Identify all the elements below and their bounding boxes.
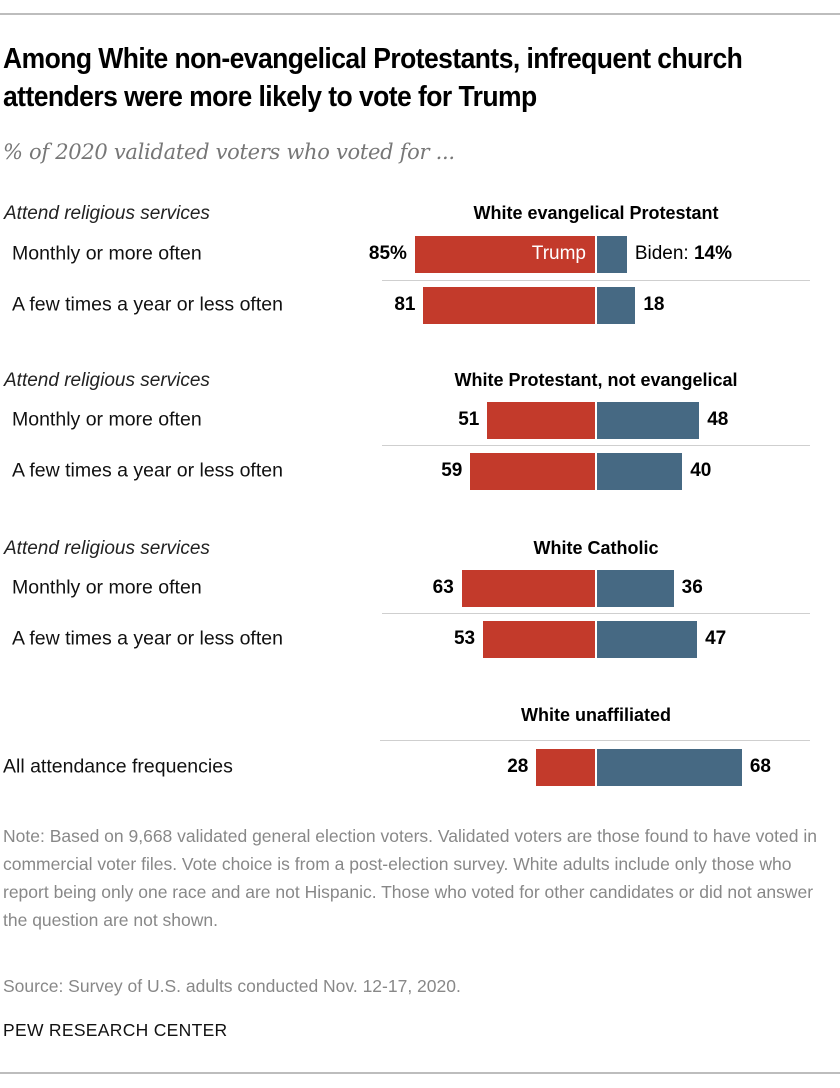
value-label-trump: 28 xyxy=(507,756,529,777)
value-label-trump: 53 xyxy=(453,628,476,649)
row-label: A few times a year or less often xyxy=(12,459,283,482)
row-label: Monthly or more often xyxy=(12,576,202,599)
section-label: Attend religious services xyxy=(4,370,210,391)
bar-biden xyxy=(597,235,627,273)
value-number-biden: 14% xyxy=(693,243,732,264)
bar-biden xyxy=(597,286,636,324)
bar-trump xyxy=(423,286,595,324)
row-label: All attendance frequencies xyxy=(3,755,233,778)
bar-trump xyxy=(414,235,595,273)
value-label-trump: 51 xyxy=(458,409,480,430)
bar-trump xyxy=(483,620,595,658)
bar-trump xyxy=(487,401,595,439)
series-label-biden: Biden: xyxy=(634,243,694,264)
section-label: Attend religious services xyxy=(4,538,210,559)
value-label-biden: Biden: 14% xyxy=(635,243,732,265)
section-label: Attend religious services xyxy=(4,203,210,224)
row-divider xyxy=(382,280,810,281)
value-label-trump: 63 xyxy=(432,577,454,598)
brand-label: PEW RESEARCH CENTER xyxy=(3,1020,228,1040)
value-number-biden: 18 xyxy=(643,294,665,315)
bottom-rule xyxy=(0,1072,840,1074)
bar-biden xyxy=(597,452,683,490)
value-label-biden: 40 xyxy=(690,460,711,482)
bar-trump xyxy=(461,569,595,607)
value-number-biden: 40 xyxy=(690,460,712,481)
value-label-biden: 18 xyxy=(643,294,664,316)
chart-subtitle: % of 2020 validated voters who voted for… xyxy=(3,140,455,164)
value-label-trump: 81 xyxy=(394,294,416,315)
row-label: Monthly or more often xyxy=(12,242,202,265)
footnote: Note: Based on 9,668 validated general e… xyxy=(3,826,817,930)
series-label-trump: Trump xyxy=(531,243,586,264)
row-divider xyxy=(382,613,810,614)
bar-trump xyxy=(536,748,595,786)
source-note: Source: Survey of U.S. adults conducted … xyxy=(3,976,461,996)
value-number-biden: 48 xyxy=(707,409,729,430)
row-divider xyxy=(382,445,810,446)
row-divider xyxy=(380,740,810,741)
value-label-trump: 59 xyxy=(441,460,463,481)
bar-biden xyxy=(597,569,674,607)
group-title: White unaffiliated xyxy=(521,705,671,725)
chart-title: Among White non-evangelical Protestants,… xyxy=(3,43,743,113)
bar-biden xyxy=(597,748,742,786)
value-label-biden: 68 xyxy=(750,756,771,778)
value-number-biden: 47 xyxy=(705,628,727,649)
group-title: White evangelical Protestant xyxy=(473,203,719,223)
bar-trump xyxy=(470,452,595,490)
group-title: White Protestant, not evangelical xyxy=(454,370,738,390)
value-label-biden: 47 xyxy=(705,628,726,650)
group-title: White Catholic xyxy=(533,538,659,558)
row-label: A few times a year or less often xyxy=(12,627,283,650)
bar-biden xyxy=(597,401,700,439)
top-rule xyxy=(0,13,840,15)
row-label: Monthly or more often xyxy=(12,408,202,431)
value-label-biden: 36 xyxy=(682,577,703,599)
value-label-trump: 85% xyxy=(368,243,407,264)
value-number-biden: 36 xyxy=(681,577,703,598)
value-number-biden: 68 xyxy=(749,756,771,777)
bar-biden xyxy=(597,620,698,658)
value-label-biden: 48 xyxy=(707,409,728,431)
row-label: A few times a year or less often xyxy=(12,293,283,316)
